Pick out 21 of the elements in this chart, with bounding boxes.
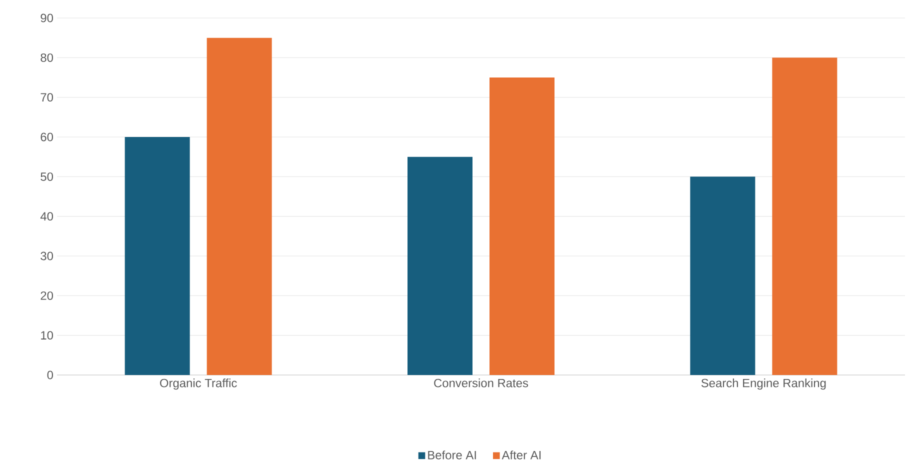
y-tick-label: 40 xyxy=(40,212,54,221)
bar xyxy=(408,156,473,375)
y-tick-label: 0 xyxy=(47,370,54,380)
x-tick-label: Conversion Rates xyxy=(434,378,528,388)
bar xyxy=(124,137,190,375)
y-tick-label: 90 xyxy=(40,14,54,22)
y-tick-label: 10 xyxy=(41,331,54,340)
x-tick-label: Search Engine Ranking xyxy=(701,378,826,390)
bar xyxy=(206,38,272,375)
y-tick-label: 60 xyxy=(40,132,54,142)
y-tick-label: 30 xyxy=(40,252,54,260)
y-tick-label: 70 xyxy=(40,93,54,102)
y-tick-label: 20 xyxy=(40,291,54,300)
bar xyxy=(490,78,555,375)
y-tick-label: 80 xyxy=(40,53,54,62)
y-tick-label: 50 xyxy=(40,172,54,181)
x-tick-label: Organic Traffic xyxy=(160,378,237,390)
bar xyxy=(772,58,838,375)
legend-label: After AI xyxy=(502,450,541,460)
bar xyxy=(690,176,756,375)
legend-label: Before AI xyxy=(428,450,476,460)
